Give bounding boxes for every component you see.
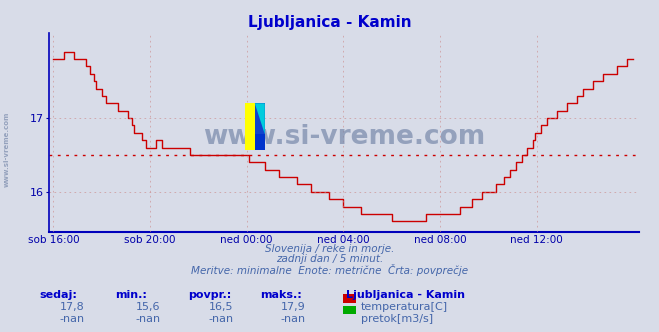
Text: 17,9: 17,9 — [281, 302, 306, 312]
Text: Ljubljanica - Kamin: Ljubljanica - Kamin — [346, 290, 465, 300]
Text: 17,8: 17,8 — [60, 302, 85, 312]
Text: -nan: -nan — [60, 314, 85, 324]
Text: -nan: -nan — [281, 314, 306, 324]
Text: Slovenija / reke in morje.: Slovenija / reke in morje. — [265, 244, 394, 254]
Text: -nan: -nan — [136, 314, 161, 324]
Text: temperatura[C]: temperatura[C] — [361, 302, 448, 312]
Text: min.:: min.: — [115, 290, 147, 300]
Text: -nan: -nan — [208, 314, 233, 324]
Text: pretok[m3/s]: pretok[m3/s] — [361, 314, 433, 324]
Text: 16,5: 16,5 — [208, 302, 233, 312]
Text: www.si-vreme.com: www.si-vreme.com — [203, 124, 486, 150]
Bar — [244, 103, 255, 150]
Text: sedaj:: sedaj: — [40, 290, 77, 300]
Text: Ljubljanica - Kamin: Ljubljanica - Kamin — [248, 15, 411, 30]
Polygon shape — [255, 103, 265, 134]
Text: zadnji dan / 5 minut.: zadnji dan / 5 minut. — [276, 254, 383, 264]
Text: www.si-vreme.com: www.si-vreme.com — [3, 112, 10, 187]
Bar — [255, 134, 265, 150]
Text: 15,6: 15,6 — [136, 302, 161, 312]
Text: maks.:: maks.: — [260, 290, 302, 300]
Bar — [255, 103, 265, 134]
Text: Meritve: minimalne  Enote: metrične  Črta: povprečje: Meritve: minimalne Enote: metrične Črta:… — [191, 264, 468, 276]
Text: povpr.:: povpr.: — [188, 290, 231, 300]
